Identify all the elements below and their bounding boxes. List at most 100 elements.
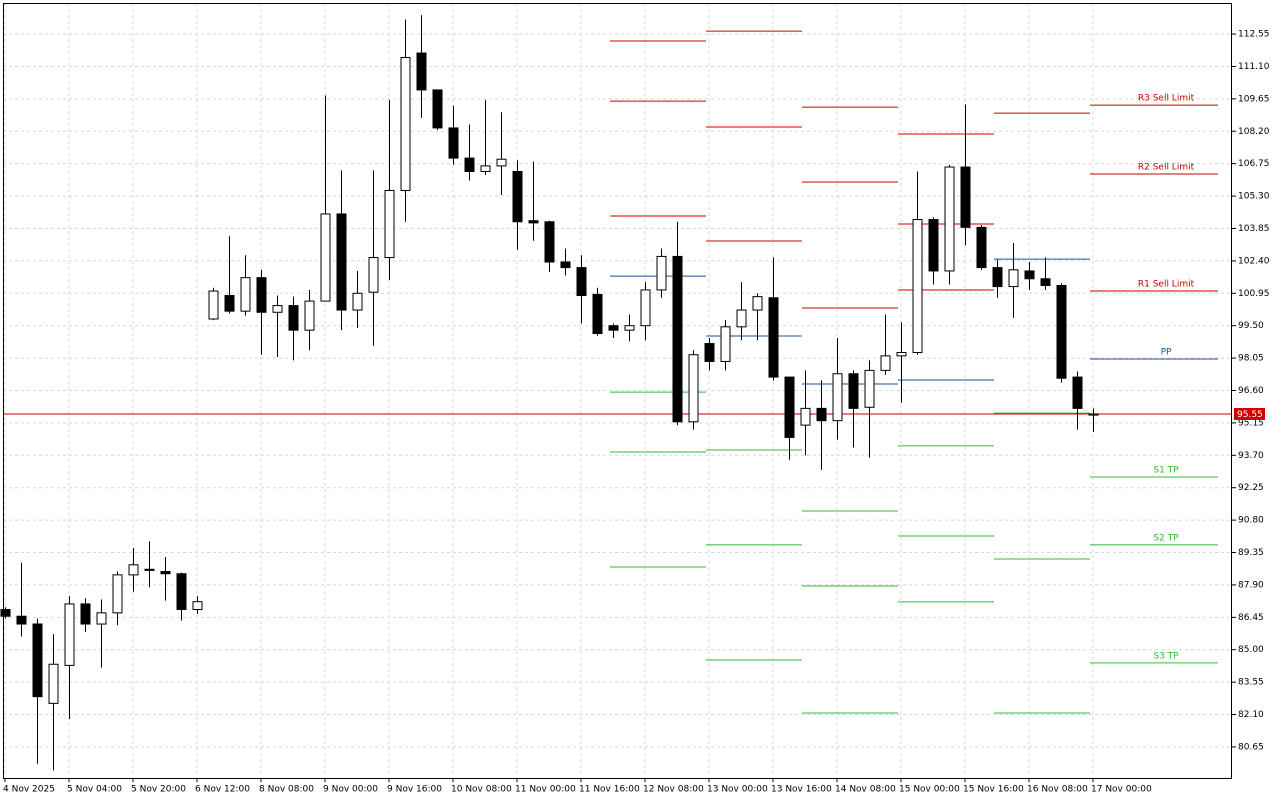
candle-body — [0, 609, 11, 617]
x-tick-label: 5 Nov 20:00 — [131, 785, 186, 795]
candle-body — [64, 603, 75, 666]
x-tick-label: 6 Nov 12:00 — [195, 785, 250, 795]
candle-body — [352, 292, 363, 311]
candle-body — [528, 220, 539, 224]
candle-body — [112, 574, 123, 614]
x-tick-label: 9 Nov 00:00 — [323, 785, 378, 795]
candle-body — [96, 612, 107, 625]
candle-body — [208, 290, 219, 320]
candle-body — [192, 601, 203, 611]
y-tick-label: 93.70 — [1238, 451, 1264, 461]
level-label: S1 TP — [1153, 465, 1179, 475]
candle-body — [544, 221, 555, 263]
candle-body — [48, 663, 59, 704]
candle-body — [240, 277, 251, 312]
y-tick-label: 112.55 — [1238, 30, 1270, 40]
level-label: S2 TP — [1153, 533, 1179, 543]
candle-body — [768, 297, 779, 378]
candle-body — [896, 352, 907, 357]
candle-body — [272, 305, 283, 313]
current-price-tag — [1234, 407, 1265, 420]
x-tick-label: 14 Nov 08:00 — [835, 785, 896, 795]
candle-body — [704, 343, 715, 362]
candle-body — [32, 623, 43, 698]
candle-body — [880, 355, 891, 371]
y-tick-label: 86.45 — [1238, 613, 1264, 623]
candle-body — [304, 300, 315, 331]
candle-body — [384, 189, 395, 259]
y-tick-label: 82.10 — [1238, 710, 1264, 720]
y-tick-label: 96.60 — [1238, 386, 1264, 396]
candle-body — [800, 407, 811, 426]
y-tick-label: 87.90 — [1238, 580, 1264, 590]
levels: R3 Sell Limit R2 Sell Limit R1 Sell Limit P… — [3, 30, 1232, 714]
candle-body — [496, 158, 507, 167]
candle-body — [640, 289, 651, 327]
candle-body — [832, 373, 843, 422]
candle-body — [592, 293, 603, 335]
candle-body — [864, 369, 875, 408]
candle-body — [624, 325, 635, 331]
candle-body — [656, 255, 667, 291]
candle-body — [736, 309, 747, 328]
candle-body — [512, 170, 523, 223]
candle-body — [752, 296, 763, 311]
candle-body — [1008, 269, 1019, 288]
y-tick-label: 85.00 — [1238, 645, 1264, 655]
candle-body — [416, 52, 427, 91]
x-tick-label: 5 Nov 04:00 — [67, 785, 122, 795]
y-tick-label: 98.05 — [1238, 354, 1264, 364]
candle-body — [912, 219, 923, 354]
candle-body — [928, 219, 939, 272]
x-tick-label: 15 Nov 16:00 — [963, 785, 1024, 795]
y-tick-label: 95.15 — [1238, 418, 1264, 428]
x-tick-label: 13 Nov 00:00 — [707, 785, 768, 795]
y-tick-label: 106.75 — [1238, 159, 1270, 169]
x-tick-label: 11 Nov 00:00 — [515, 785, 576, 795]
candle-body — [1088, 413, 1099, 416]
y-tick-label: 80.65 — [1238, 742, 1264, 752]
plot-frame — [3, 3, 1232, 779]
x-tick-label: 16 Nov 08:00 — [1027, 785, 1088, 795]
candle-body — [80, 603, 91, 625]
x-tick-label: 12 Nov 08:00 — [643, 785, 704, 795]
candle-body — [1056, 284, 1067, 379]
candle-body — [944, 166, 955, 272]
current-price-label: 95.55 — [1237, 410, 1263, 420]
candle-body — [960, 166, 971, 228]
x-tick-label: 10 Nov 08:00 — [451, 785, 512, 795]
y-tick-label: 108.20 — [1238, 127, 1270, 137]
candle-body — [400, 57, 411, 191]
level-label: S3 TP — [1153, 651, 1179, 661]
y-tick-label: 100.95 — [1238, 289, 1270, 299]
candle-body — [576, 267, 587, 297]
x-tick-label: 11 Nov 16:00 — [579, 785, 640, 795]
level-label: R3 Sell Limit — [1138, 94, 1195, 104]
candle-body — [1040, 278, 1051, 286]
y-tick-label: 111.10 — [1238, 62, 1270, 72]
x-tick-label: 4 Nov 2025 — [3, 785, 55, 795]
x-tick-label: 17 Nov 00:00 — [1091, 785, 1152, 795]
level-label: R1 Sell Limit — [1138, 280, 1195, 290]
grid — [3, 3, 1232, 778]
candle-body — [1024, 270, 1035, 280]
candle-body — [256, 277, 267, 313]
x-tick-label: 9 Nov 16:00 — [387, 785, 442, 795]
x-tick-label: 13 Nov 16:00 — [771, 785, 832, 795]
candle-body — [448, 127, 459, 159]
y-tick-label: 109.65 — [1238, 94, 1270, 104]
candle-body — [176, 573, 187, 611]
y-tick-label: 83.55 — [1238, 678, 1264, 688]
y-tick-label: 90.80 — [1238, 516, 1264, 526]
candle-body — [224, 295, 235, 312]
candle-body — [16, 615, 27, 625]
x-tick-label: 15 Nov 00:00 — [899, 785, 960, 795]
candle-body — [784, 376, 795, 438]
candle-body — [608, 325, 619, 331]
candle-body — [976, 226, 987, 269]
candle-body — [560, 261, 571, 269]
candle-body — [480, 165, 491, 172]
